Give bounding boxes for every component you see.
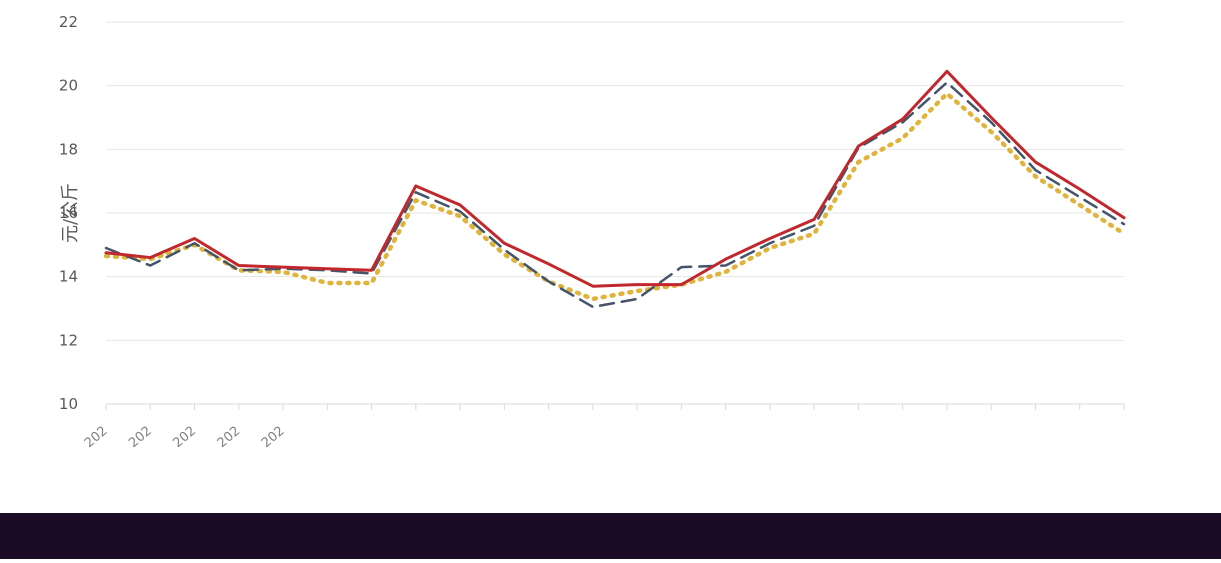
x-tick-label: 202 — [82, 424, 111, 451]
y-axis-title: 元/公斤 — [60, 183, 81, 243]
series-lines — [103, 69, 1127, 309]
y-tick-label: 22 — [59, 13, 78, 31]
gridlines — [106, 21, 1124, 405]
y-tick-label: 20 — [59, 77, 78, 95]
y-tick-label: 10 — [59, 395, 78, 413]
y-tick-label: 12 — [59, 331, 78, 349]
series-line-3 — [103, 91, 1127, 302]
series-line-1 — [104, 69, 1126, 288]
y-tick-label: 14 — [59, 268, 78, 286]
y-axis-ticks: 10 12 14 16 18 20 22 — [59, 13, 78, 413]
x-tick-label: 202 — [126, 424, 155, 451]
series-line-2 — [104, 81, 1126, 309]
x-tick-label: 202 — [259, 424, 288, 451]
y-tick-label: 16 — [59, 204, 78, 222]
x-tick-label: 202 — [215, 424, 244, 451]
bottom-band — [0, 513, 1221, 559]
x-tick-label: 202 — [170, 424, 199, 451]
y-tick-label: 18 — [59, 140, 78, 158]
x-axis-ticks: 202 202 202 202 202 — [82, 404, 1125, 451]
